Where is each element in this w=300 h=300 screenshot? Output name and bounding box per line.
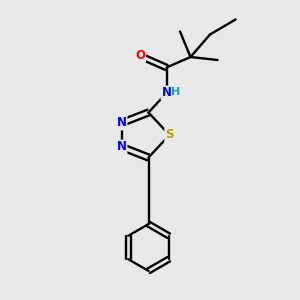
Text: S: S (165, 128, 174, 142)
Text: N: N (116, 116, 127, 130)
Text: O: O (135, 49, 145, 62)
Text: N: N (116, 140, 127, 154)
Text: N: N (161, 86, 172, 100)
Text: H: H (172, 87, 181, 97)
